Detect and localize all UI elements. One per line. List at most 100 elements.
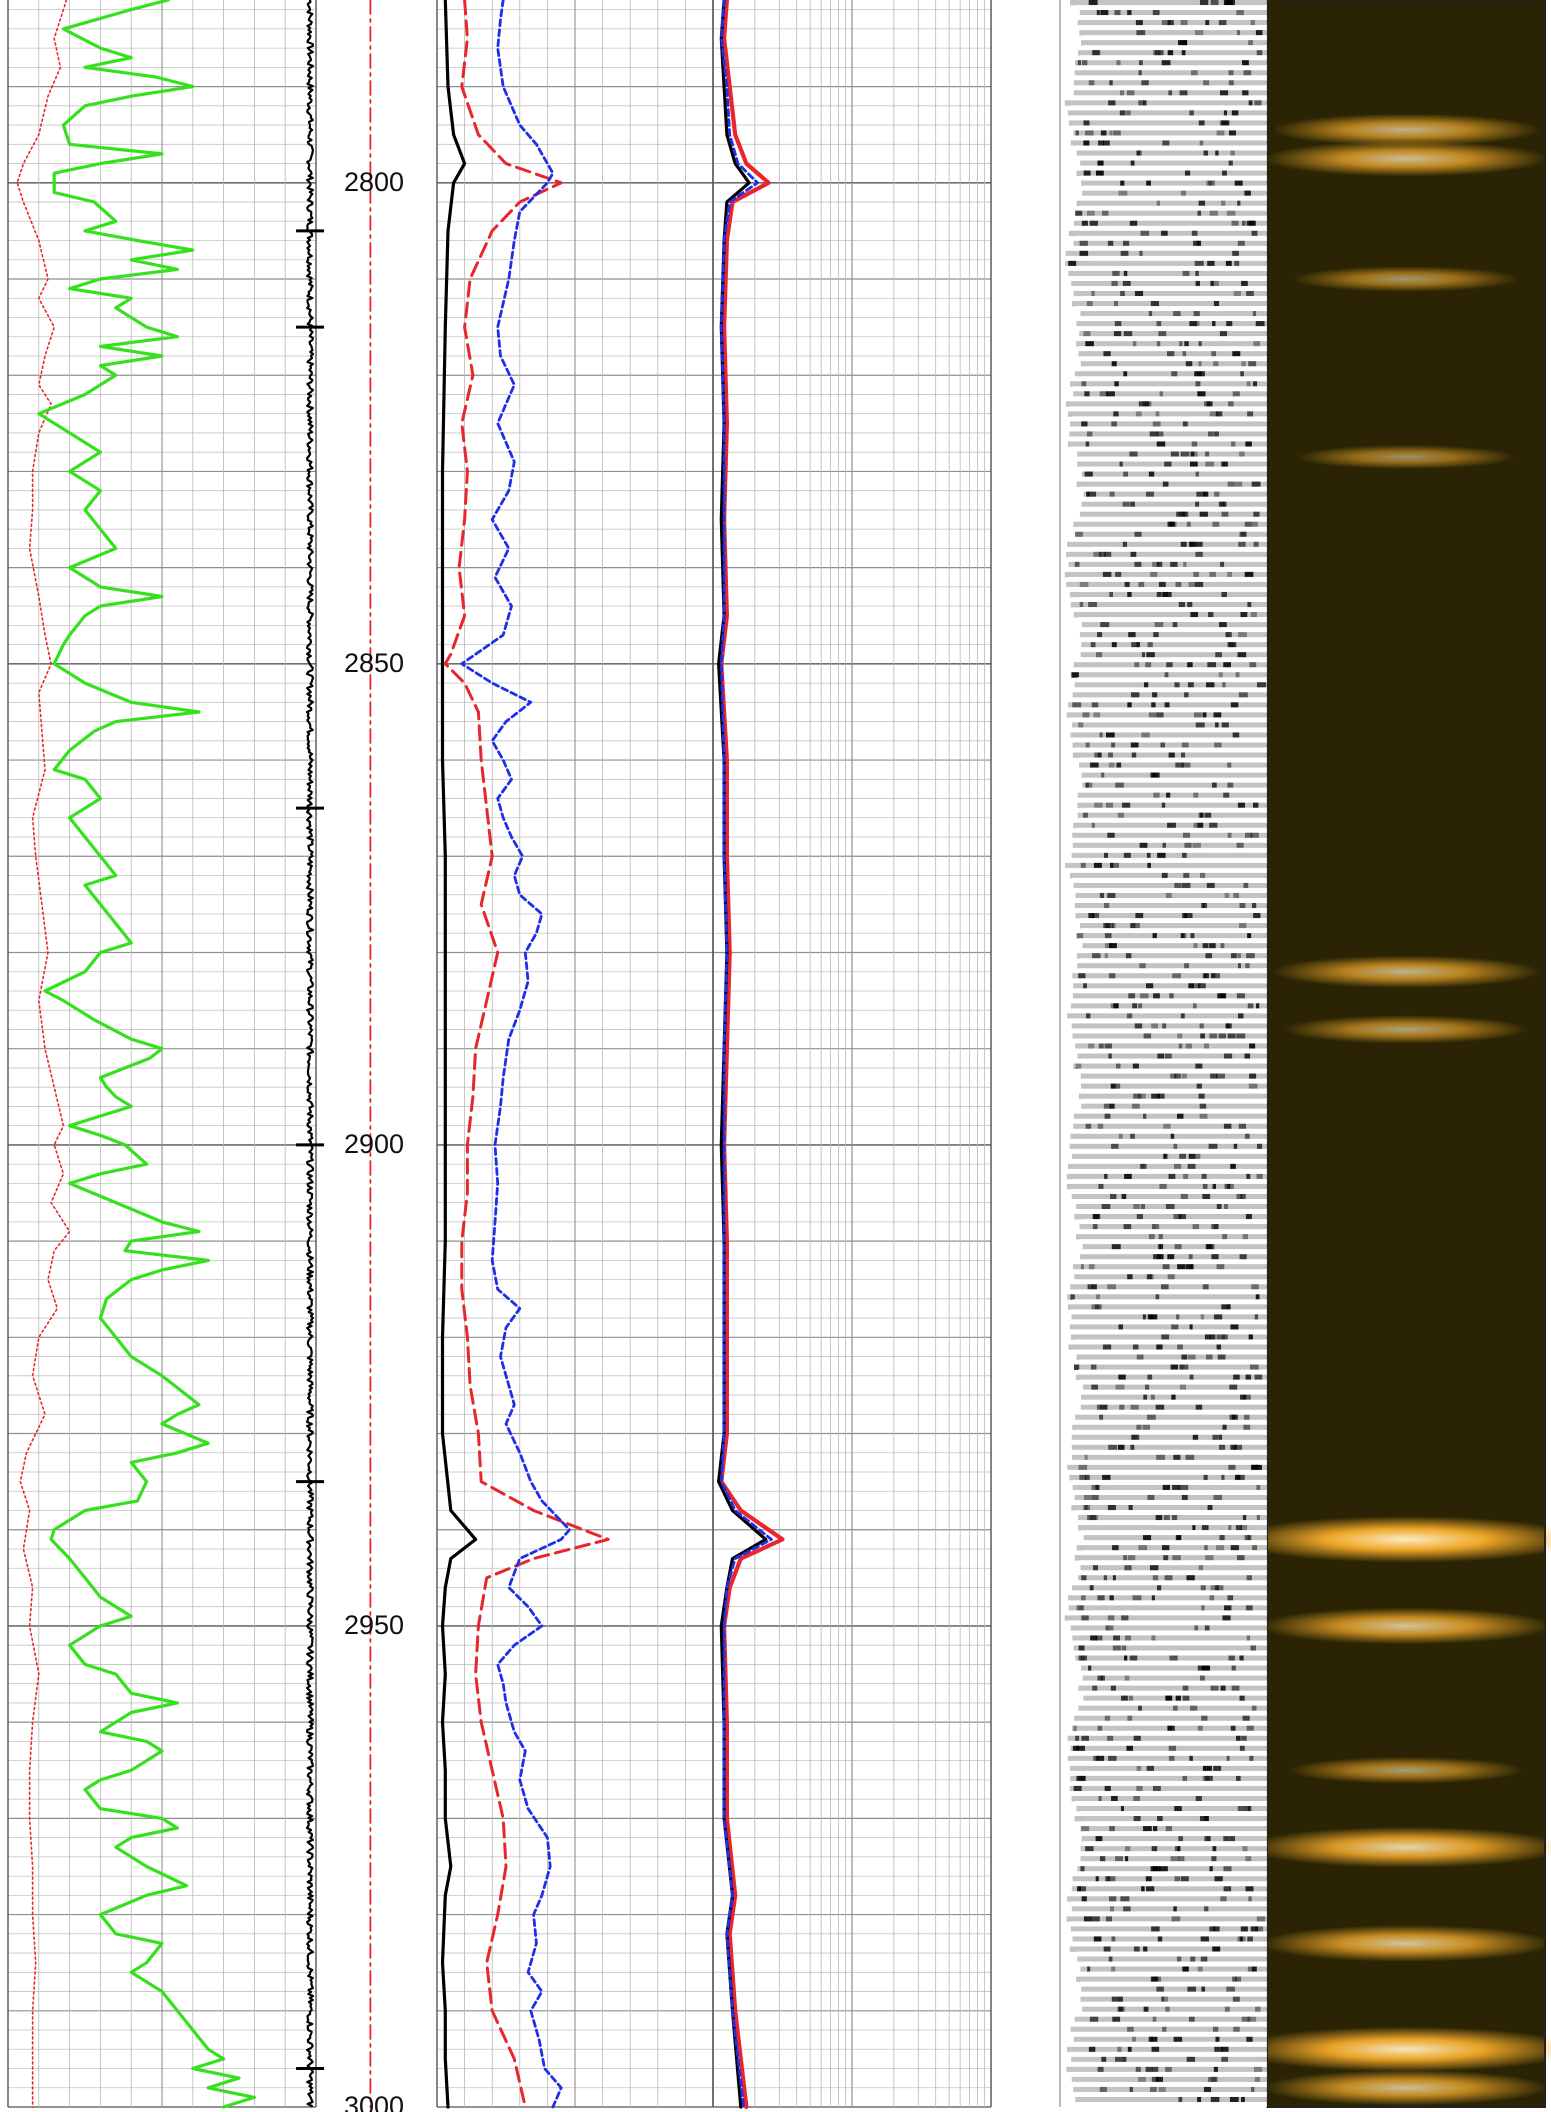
waveform-peak <box>1157 1936 1163 1942</box>
waveform-peak <box>1208 612 1214 618</box>
waveform-peak <box>1156 591 1162 598</box>
waveform-peak <box>1215 411 1223 417</box>
waveform-peak <box>1088 602 1097 608</box>
waveform-peak <box>1235 1525 1243 1531</box>
waveform-peak <box>1132 1344 1139 1350</box>
waveform-peak <box>1197 371 1205 377</box>
waveform-peak <box>1083 170 1091 176</box>
waveform-peak <box>1199 872 1206 879</box>
waveform-peak <box>1122 802 1131 809</box>
waveform-peak <box>1178 1856 1185 1862</box>
waveform-peak <box>1090 1364 1097 1370</box>
waveform-peak <box>1083 983 1087 989</box>
waveform-stripe <box>1072 832 1267 839</box>
waveform-stripe <box>1076 150 1267 156</box>
waveform-stripe <box>1069 1143 1267 1150</box>
waveform-stripe <box>1078 1575 1267 1581</box>
waveform-peak <box>1241 361 1246 367</box>
waveform-peak <box>1223 1886 1232 1892</box>
waveform-stripe <box>1079 1399 1267 1406</box>
waveform-peak <box>1076 1605 1080 1611</box>
waveform-peak <box>1180 1193 1188 1200</box>
waveform-peak <box>1129 220 1138 227</box>
waveform-stripe <box>1075 1374 1267 1380</box>
waveform-peak <box>1115 571 1122 578</box>
waveform-stripe <box>1081 777 1267 783</box>
waveform-peak <box>1120 180 1125 187</box>
waveform-peak <box>1181 1494 1188 1501</box>
waveform-peak <box>1085 742 1090 748</box>
waveform-peak <box>1109 1595 1114 1601</box>
waveform-peak <box>1161 230 1168 237</box>
waveform-peak <box>1084 391 1090 397</box>
waveform-stripe <box>1068 1344 1267 1350</box>
waveform-stripe <box>1073 1364 1267 1370</box>
waveform-peak <box>1138 1705 1142 1712</box>
waveform-stripe <box>1064 255 1267 262</box>
waveform-stripe <box>1074 1209 1267 1215</box>
waveform-peak <box>1180 20 1188 26</box>
waveform-peak <box>1147 1414 1156 1421</box>
waveform-peak <box>1205 812 1212 819</box>
waveform-peak <box>1222 682 1226 688</box>
waveform-peak <box>1079 1605 1084 1611</box>
waveform-peak <box>1080 1866 1085 1872</box>
waveform-peak <box>1181 882 1191 889</box>
waveform-stripe <box>1068 837 1267 844</box>
waveform-stripe <box>1070 672 1267 678</box>
waveform-peak <box>1242 90 1249 96</box>
waveform-peak <box>1147 1314 1154 1320</box>
waveform-peak <box>1124 581 1130 588</box>
waveform-peak <box>1095 1484 1100 1491</box>
waveform-stripe <box>1070 1309 1267 1315</box>
waveform-stripe <box>1075 2096 1267 2103</box>
waveform-peak <box>1097 1123 1104 1130</box>
waveform-peak <box>1221 1334 1228 1340</box>
waveform-peak <box>1168 90 1173 96</box>
waveform-peak <box>1176 1956 1182 1962</box>
waveform-peak <box>1147 642 1153 648</box>
waveform-peak <box>1110 1003 1120 1009</box>
waveform-stripe <box>1070 1459 1267 1466</box>
waveform-peak <box>1163 1123 1171 1130</box>
waveform-peak <box>1130 1133 1135 1140</box>
waveform-peak <box>1256 682 1266 688</box>
waveform-stripe <box>1080 160 1267 166</box>
waveform-stripe <box>1072 1178 1267 1185</box>
waveform-peak <box>1244 1535 1251 1541</box>
waveform-peak <box>1149 1274 1154 1280</box>
waveform-stripe <box>1074 903 1267 909</box>
waveform-peak <box>1205 1555 1214 1561</box>
waveform-peak <box>1216 1264 1225 1270</box>
waveform-peak <box>1082 712 1090 718</box>
waveform-peak <box>1223 662 1231 668</box>
waveform-stripe <box>1083 1249 1267 1255</box>
waveform-peak <box>1112 1545 1119 1551</box>
waveform-peak <box>1091 50 1100 56</box>
waveform-peak <box>1129 1655 1138 1661</box>
waveform-peak <box>1179 90 1188 96</box>
waveform-peak <box>1176 1314 1180 1320</box>
waveform-peak <box>1162 591 1172 598</box>
waveform-stripe <box>1071 1193 1267 1200</box>
waveform-peak <box>1083 170 1091 176</box>
waveform-peak <box>1113 1003 1119 1009</box>
waveform-stripe <box>1067 1163 1267 1170</box>
waveform-stripe <box>1066 857 1267 864</box>
waveform-stripe <box>1074 1058 1267 1064</box>
waveform-peak <box>1084 471 1093 477</box>
waveform-peak <box>1130 551 1137 558</box>
waveform-peak <box>1233 1444 1243 1451</box>
depth-tick-label: 3000 <box>344 2091 404 2112</box>
waveform-stripe <box>1066 115 1267 121</box>
waveform-peak <box>1209 1033 1218 1039</box>
curve-blue-dotted <box>719 0 773 2109</box>
waveform-peak <box>1180 40 1188 46</box>
waveform-peak <box>1109 1906 1114 1912</box>
waveform-peak <box>1107 1284 1116 1290</box>
waveform-peak <box>1215 2036 1220 2043</box>
waveform-peak <box>1201 1715 1208 1722</box>
waveform-peak <box>1189 321 1197 327</box>
waveform-peak <box>1251 1464 1258 1471</box>
